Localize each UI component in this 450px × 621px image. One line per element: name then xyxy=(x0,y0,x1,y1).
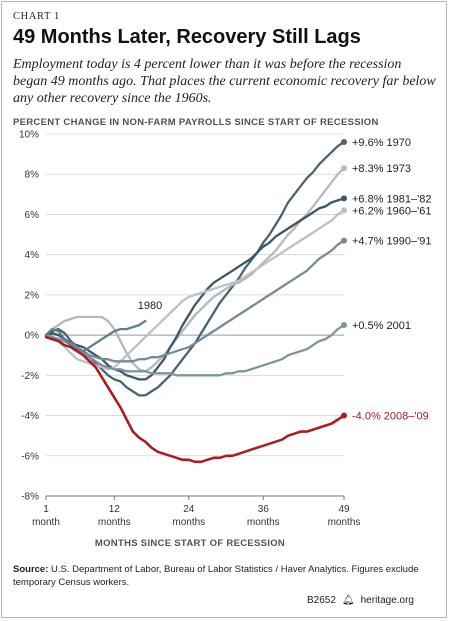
series-line-1973 xyxy=(44,167,346,373)
source-note: Source: U.S. Department of Labor, Bureau… xyxy=(13,563,433,589)
y-tick-label: 8% xyxy=(25,170,40,181)
y-axis-label: PERCENT CHANGE IN NON-FARM PAYROLLS SINC… xyxy=(13,117,379,128)
x-tick-label: months xyxy=(172,517,205,528)
x-tick-label: 1 xyxy=(43,504,49,515)
y-tick-label: 6% xyxy=(25,210,40,221)
series-end-marker xyxy=(341,412,347,419)
site-name: heritage.org xyxy=(360,595,414,606)
y-tick-label: 10% xyxy=(19,130,39,141)
series-label: +6.8% 1981–'82 xyxy=(352,193,431,205)
series-end-marker xyxy=(341,195,347,202)
series-label: +8.3% 1973 xyxy=(352,163,411,175)
series-line-198182 xyxy=(44,197,346,381)
y-tick-label: -2% xyxy=(21,371,39,382)
series-label: +0.5% 2001 xyxy=(352,320,411,332)
x-tick-label: months xyxy=(328,517,361,528)
y-tick-label: -8% xyxy=(21,492,39,503)
y-tick-label: 4% xyxy=(25,250,40,261)
x-tick-label: 12 xyxy=(109,504,121,515)
series-line-200809 xyxy=(44,335,346,464)
series-end-marker xyxy=(341,165,347,172)
series-end-marker xyxy=(341,139,347,146)
chart-subtitle: Employment today is 4 percent lower than… xyxy=(13,57,436,106)
y-tick-label: -6% xyxy=(21,451,39,462)
source-label: Source: xyxy=(13,564,49,575)
chart-title: 49 Months Later, Recovery Still Lags xyxy=(13,26,361,48)
series-label: +6.2% 1960–'61 xyxy=(352,205,431,217)
y-tick-label: -4% xyxy=(21,411,39,422)
series-label: -4.0% 2008–'09 xyxy=(352,411,429,423)
source-text: U.S. Department of Labor, Bureau of Labo… xyxy=(13,564,419,588)
chart-kicker: CHART 1 xyxy=(13,11,60,22)
y-tick-label: 0% xyxy=(25,331,40,342)
x-tick-label: 36 xyxy=(258,504,270,515)
series-end-marker xyxy=(341,322,347,329)
series-line-196061 xyxy=(44,209,346,371)
series-line-199091 xyxy=(44,239,346,363)
x-tick-label: month xyxy=(32,517,60,528)
liberty-bell-icon: 🔔︎ xyxy=(341,595,355,606)
x-tick-label: months xyxy=(98,517,131,528)
series-label: +4.7% 1990–'91 xyxy=(352,236,431,248)
x-tick-label: 24 xyxy=(183,504,195,515)
x-tick-label: months xyxy=(247,517,280,528)
series-line-2001 xyxy=(44,323,346,377)
footer-credit: B2652 🔔︎ heritage.org xyxy=(307,595,414,606)
series-line-1980 xyxy=(44,319,147,353)
report-code: B2652 xyxy=(307,595,336,606)
series-end-marker xyxy=(341,237,347,244)
y-tick-label: 2% xyxy=(25,290,40,301)
series-end-marker xyxy=(341,207,347,214)
series-label: +9.6% 1970 xyxy=(352,137,411,149)
line-chart: -8% -6% -4% -2% 0% 2% 4% 6% 8% 10% 1 month 12 months 2… xyxy=(19,130,432,550)
series-label: 1980 xyxy=(138,300,162,312)
x-tick-label: 49 xyxy=(338,504,350,515)
x-axis-label: MONTHS SINCE START OF RECESSION xyxy=(95,538,285,549)
